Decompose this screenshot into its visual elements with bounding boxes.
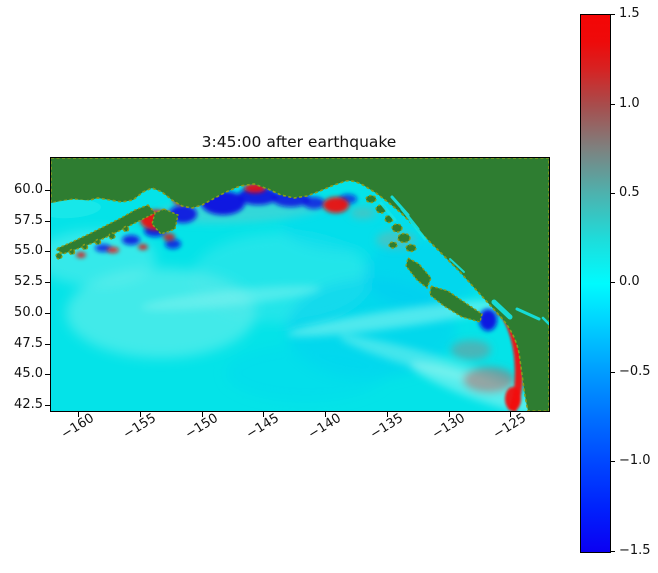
x-tick-mark — [449, 411, 450, 417]
colorbar-tick-mark — [610, 14, 615, 15]
colorbar-tick-label: −0.5 — [619, 364, 651, 379]
colorbar-tick-mark — [610, 104, 615, 105]
y-tick-mark — [45, 251, 51, 252]
y-tick-mark — [45, 374, 51, 375]
colorbar-tick-label: 0.0 — [619, 274, 640, 289]
land-mainland — [51, 158, 549, 411]
colorbar-tick-label: 1.0 — [619, 96, 640, 111]
y-tick-label: 57.5 — [14, 213, 43, 228]
y-tick-mark — [45, 221, 51, 222]
y-tick-mark — [45, 190, 51, 191]
land — [51, 158, 549, 411]
y-tick-mark — [45, 344, 51, 345]
alaska-peninsula — [54, 204, 157, 255]
y-tick-mark — [45, 313, 51, 314]
colorbar-tick-label: −1.5 — [619, 543, 651, 558]
x-tick-mark — [202, 411, 203, 417]
y-tick-mark — [45, 282, 51, 283]
colorbar-tick-mark — [610, 193, 615, 194]
colorbar-tick-label: 0.5 — [619, 185, 640, 200]
colorbar-tick-mark — [610, 551, 615, 552]
map-plot — [50, 157, 550, 412]
haida-gwaii — [405, 256, 432, 290]
colorbar-tick-mark — [610, 461, 615, 462]
colorbar-tick-label: 1.5 — [619, 6, 640, 21]
colorbar-tick-mark — [610, 372, 615, 373]
colorbar — [580, 14, 611, 553]
colorbar-tick-label: −1.0 — [619, 453, 651, 468]
x-tick-mark — [140, 411, 141, 417]
y-tick-label: 45.0 — [14, 366, 43, 381]
kodiak-island — [151, 208, 179, 235]
colorbar-tick-mark — [610, 282, 615, 283]
bristol-bay — [51, 199, 101, 219]
x-tick-mark — [387, 411, 388, 417]
y-tick-label: 52.5 — [14, 274, 43, 289]
y-tick-mark — [45, 405, 51, 406]
land-islands — [54, 194, 483, 323]
x-tick-mark — [78, 411, 79, 417]
vancouver-island — [429, 285, 483, 323]
y-tick-label: 60.0 — [14, 182, 43, 197]
x-tick-mark — [325, 411, 326, 417]
y-tick-label: 55.0 — [14, 243, 43, 258]
y-tick-label: 47.5 — [14, 336, 43, 351]
plot-title: 3:45:00 after earthquake — [201, 133, 397, 151]
x-tick-mark — [510, 411, 511, 417]
y-tick-label: 50.0 — [14, 305, 43, 320]
map-canvas — [51, 158, 549, 411]
x-tick-mark — [263, 411, 264, 417]
coastal-channels — [379, 195, 549, 326]
y-tick-label: 42.5 — [14, 397, 43, 412]
